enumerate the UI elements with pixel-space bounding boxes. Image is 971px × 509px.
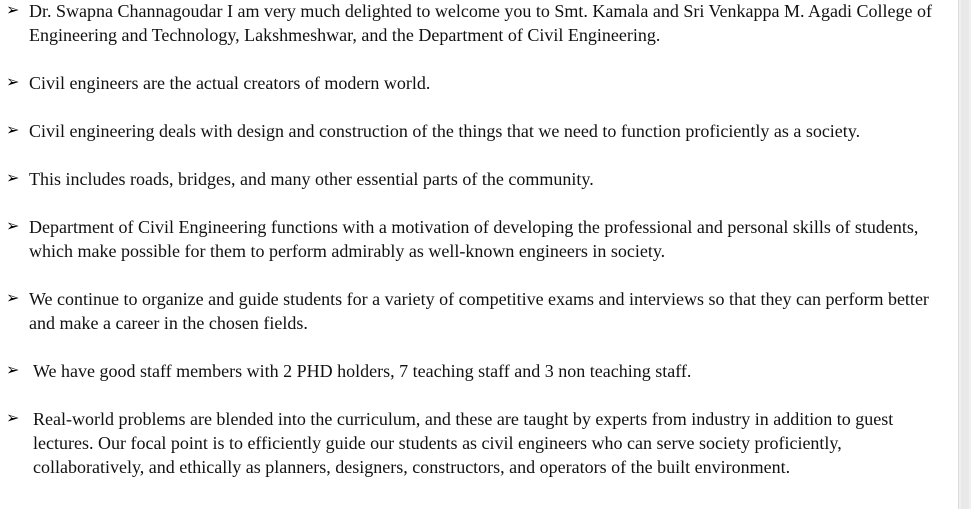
- vertical-scrollbar[interactable]: [958, 0, 971, 509]
- arrow-bullet-icon: ➢: [6, 2, 20, 19]
- list-item-text: Dr. Swapna Channagoudar I am very much d…: [29, 1, 932, 45]
- list-item-text: We continue to organize and guide studen…: [29, 289, 929, 333]
- arrow-bullet-icon: ➢: [6, 122, 20, 139]
- arrow-bullet-icon: ➢: [6, 362, 20, 379]
- list-item-text: Civil engineering deals with design and …: [29, 121, 861, 141]
- arrow-bullet-icon: ➢: [6, 170, 20, 187]
- arrow-bullet-icon: ➢: [6, 410, 20, 427]
- scrollbar-thumb[interactable]: [961, 0, 969, 509]
- list-item-text: Civil engineers are the actual creators …: [29, 73, 431, 93]
- arrow-bullet-icon: ➢: [6, 290, 20, 307]
- list-item-text: This includes roads, bridges, and many o…: [29, 169, 594, 189]
- arrow-bullet-icon: ➢: [6, 218, 20, 235]
- list-item-text: Department of Civil Engineering function…: [29, 217, 919, 261]
- list-item-text: Real-world problems are blended into the…: [33, 409, 894, 477]
- list-item-text: We have good staff members with 2 PHD ho…: [33, 361, 692, 381]
- arrow-bullet-icon: ➢: [6, 74, 20, 91]
